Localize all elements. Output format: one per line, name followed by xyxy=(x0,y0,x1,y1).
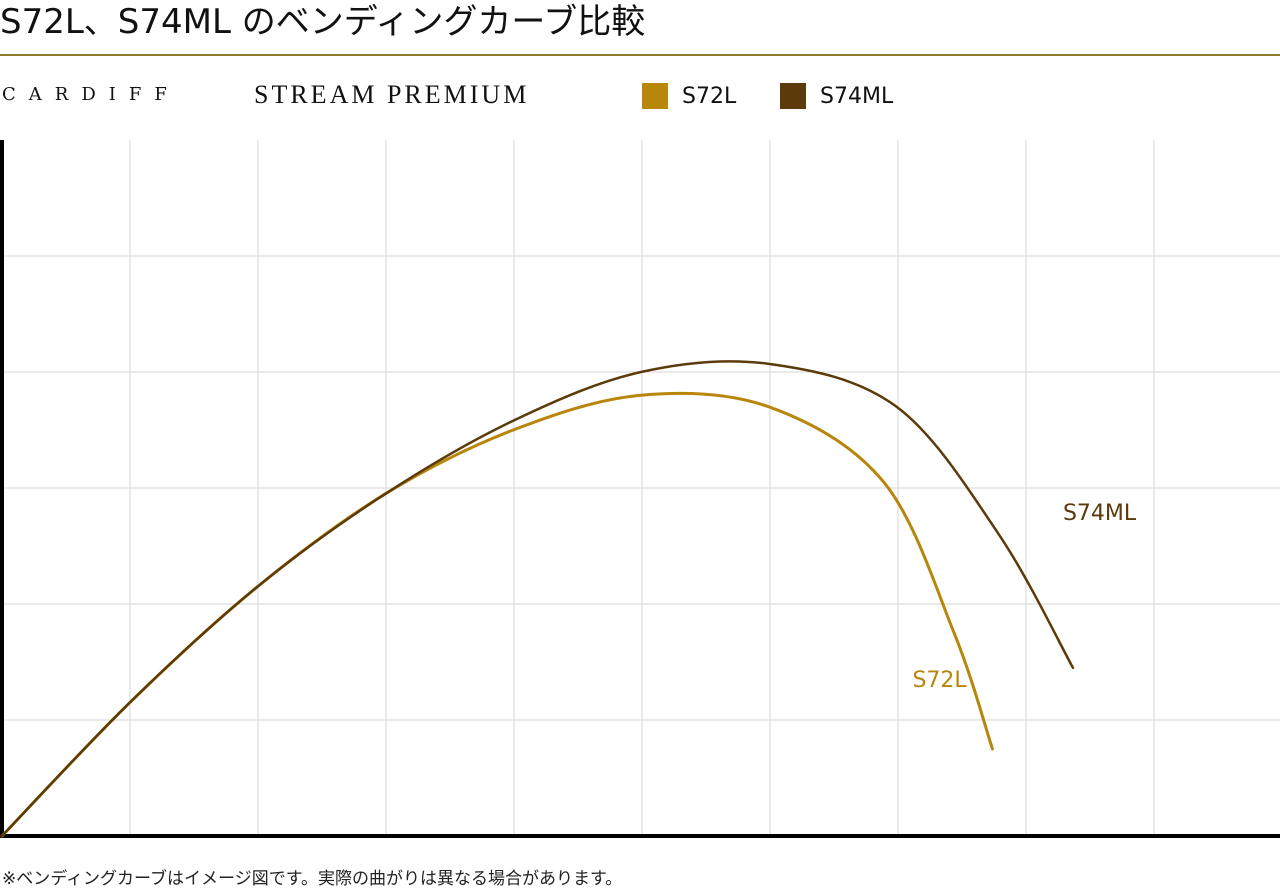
page-title: S72L、S74ML のベンディングカーブ比較 xyxy=(0,2,646,42)
legend-label-s72l: S72L xyxy=(682,83,737,109)
legend-label-s74ml: S74ML xyxy=(820,83,894,109)
brand-name: CARDIFF xyxy=(2,84,180,105)
product-series: STREAM PREMIUM xyxy=(254,80,530,109)
series-label-s72l: S72L xyxy=(912,668,967,693)
series-line-s74ml xyxy=(0,360,1075,838)
legend-item-s72l: S72L xyxy=(642,82,736,110)
bending-curve-chart: S72L S74ML xyxy=(0,140,1280,838)
legend-swatch-s74ml xyxy=(780,83,806,109)
series-label-s74ml: S74ML xyxy=(1063,501,1137,526)
series-line-s72l xyxy=(0,391,994,838)
legend-item-s74ml: S74ML xyxy=(780,82,893,110)
title-divider xyxy=(0,54,1280,56)
footnote: ※ベンディングカーブはイメージ図です。実際の曲がりは異なる場合があります。 xyxy=(2,869,623,889)
legend-swatch-s72l xyxy=(642,83,668,109)
